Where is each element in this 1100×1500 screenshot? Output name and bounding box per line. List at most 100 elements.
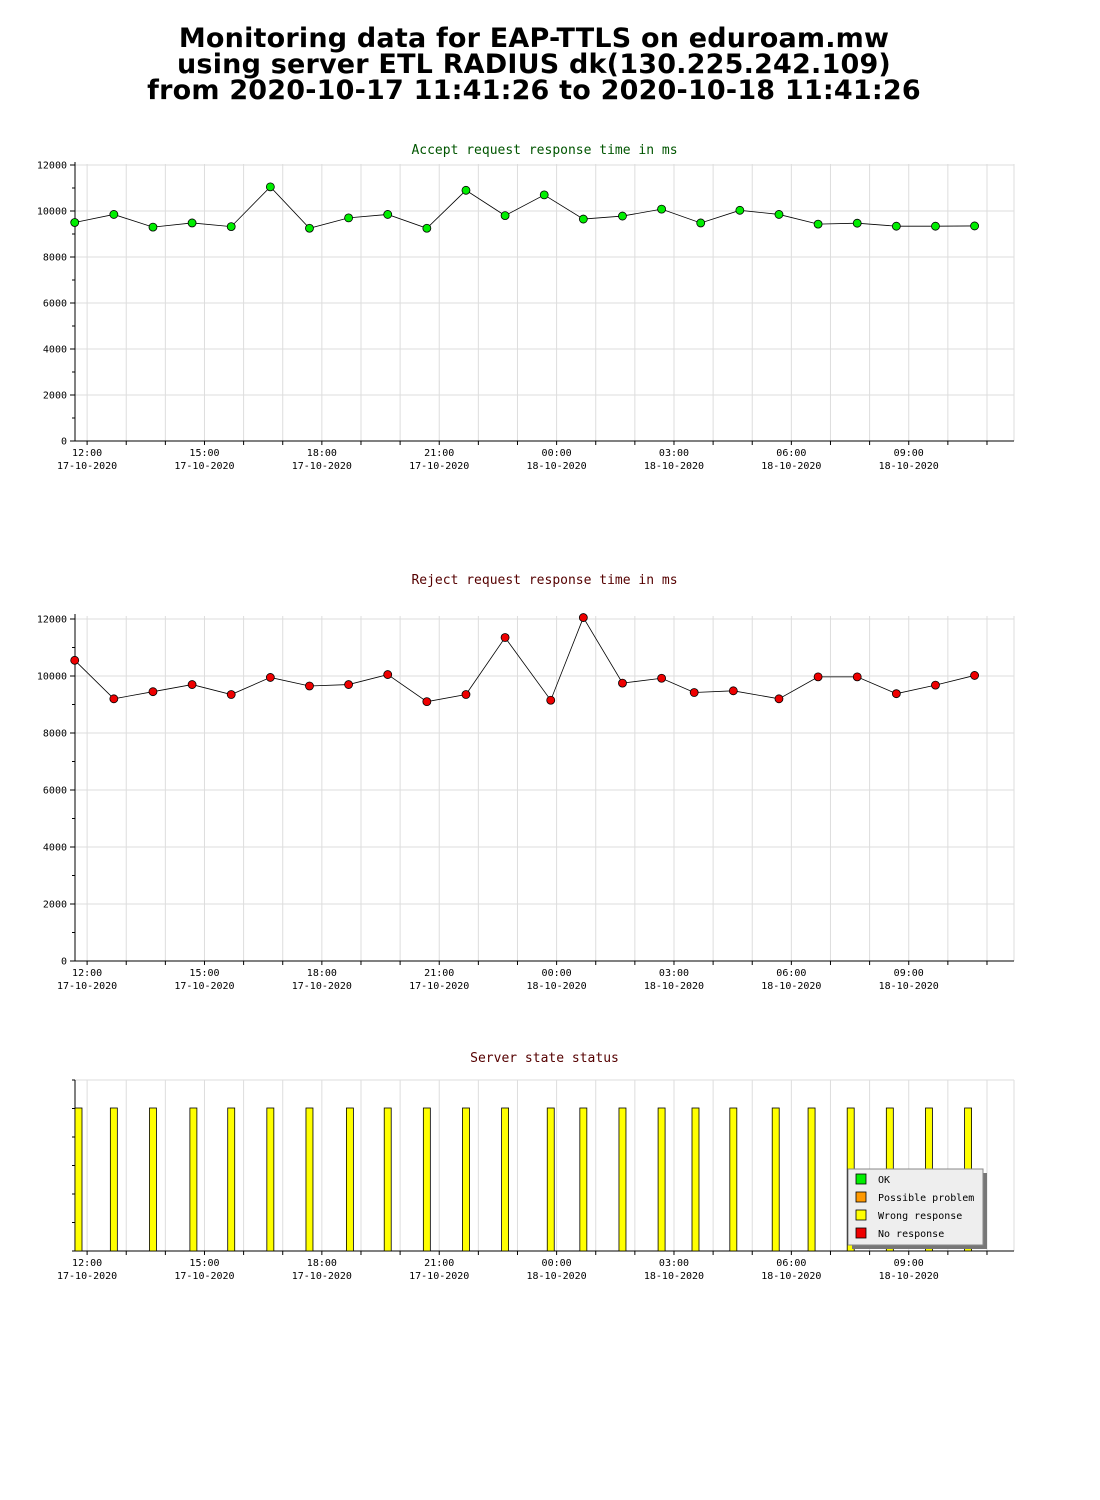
data-point — [546, 695, 556, 705]
legend-swatch — [855, 1191, 867, 1203]
x-tick-label-time: 00:00 — [542, 1258, 572, 1269]
x-tick-label-time: 03:00 — [659, 448, 689, 459]
data-point — [500, 633, 510, 642]
y-tick-label: 2000 — [43, 900, 67, 911]
x-tick-label-time: 03:00 — [659, 1258, 689, 1269]
x-tick-label-date: 17-10-2020 — [174, 461, 234, 472]
x-tick-label-time: 18:00 — [307, 1258, 337, 1269]
data-point — [461, 690, 471, 699]
status-bar — [227, 1107, 236, 1252]
status-bar — [109, 1107, 118, 1252]
x-tick-label-date: 18-10-2020 — [879, 1271, 939, 1282]
data-point — [774, 694, 784, 704]
status-bar — [807, 1107, 816, 1252]
status-bar — [422, 1107, 431, 1252]
x-tick-label-time: 21:00 — [424, 1258, 454, 1269]
status-bar — [189, 1107, 198, 1252]
accept-response-time-chart: Accept request response time in ms 0 2000 4… — [37, 143, 1015, 472]
x-tick-label-date: 18-10-2020 — [761, 1271, 821, 1282]
status-bar — [546, 1107, 555, 1252]
data-point — [618, 211, 627, 221]
chart-title: Reject request response time in ms — [411, 573, 677, 588]
y-tick-label: 4000 — [43, 843, 67, 854]
page-title-line-2: using server ETL RADIUS dk(130.225.242.1… — [177, 49, 891, 80]
data-point — [500, 211, 510, 220]
x-tick-label-time: 21:00 — [424, 968, 454, 979]
legend-swatch — [855, 1227, 867, 1239]
x-tick-label-date: 17-10-2020 — [292, 461, 352, 472]
data-point — [109, 210, 119, 219]
y-tick-label: 10000 — [37, 672, 67, 683]
series-line — [74, 616, 975, 703]
y-tick-label: 12000 — [37, 161, 67, 172]
data-point — [461, 185, 471, 195]
x-tick-label-time: 00:00 — [542, 448, 572, 459]
x-tick-label-time: 18:00 — [307, 968, 337, 979]
data-point — [891, 689, 901, 699]
series-line — [74, 186, 975, 229]
data-point — [305, 223, 314, 233]
legend-label: No response — [878, 1229, 944, 1240]
x-tick-label-date: 17-10-2020 — [292, 1271, 352, 1282]
x-tick-label-date: 18-10-2020 — [526, 461, 586, 472]
legend-label: Wrong response — [878, 1211, 962, 1222]
data-point — [70, 655, 80, 665]
x-tick-label-time: 06:00 — [776, 968, 806, 979]
status-bar — [691, 1107, 700, 1252]
status-bar — [771, 1107, 780, 1252]
data-point — [226, 690, 236, 699]
data-point — [187, 680, 197, 689]
data-point — [970, 221, 979, 231]
x-tick-label-time: 15:00 — [189, 968, 219, 979]
data-point — [187, 218, 197, 228]
status-bar — [657, 1107, 666, 1252]
data-point — [109, 694, 119, 704]
x-tick-label-time: 12:00 — [72, 448, 102, 459]
status-bar — [74, 1107, 83, 1252]
data-point — [852, 218, 862, 228]
y-tick-label: 0 — [61, 437, 67, 448]
x-tick-label-date: 18-10-2020 — [644, 981, 704, 992]
chart-title: Accept request response time in ms — [411, 143, 677, 158]
data-point — [422, 223, 432, 233]
reject-response-time-chart: Reject request response time in ms 0 2000 4… — [37, 573, 1015, 992]
x-tick-label-time: 21:00 — [424, 448, 454, 459]
y-tick-label: 8000 — [43, 253, 67, 264]
status-bar — [383, 1107, 392, 1252]
status-bar — [618, 1107, 627, 1252]
data-point — [305, 681, 314, 691]
data-point — [578, 214, 588, 224]
legend-label: OK — [878, 1175, 890, 1186]
data-point — [931, 221, 940, 231]
data-point — [728, 686, 738, 696]
x-tick-label-date: 18-10-2020 — [526, 981, 586, 992]
x-tick-label-date: 17-10-2020 — [57, 461, 117, 472]
x-tick-label-time: 15:00 — [189, 1258, 219, 1269]
x-tick-label-date: 17-10-2020 — [174, 981, 234, 992]
data-point — [689, 688, 699, 697]
x-tick-label-date: 17-10-2020 — [57, 981, 117, 992]
data-point — [931, 680, 940, 690]
data-point — [383, 670, 393, 679]
status-bar — [345, 1107, 354, 1252]
x-tick-label-time: 15:00 — [189, 448, 219, 459]
data-point — [265, 673, 275, 682]
status-bar — [729, 1107, 738, 1252]
data-point — [813, 672, 823, 682]
x-tick-label-date: 17-10-2020 — [409, 1271, 469, 1282]
page-title-line-3: from 2020-10-17 11:41:26 to 2020-10-18 1… — [147, 75, 921, 106]
y-tick-label: 8000 — [43, 729, 67, 740]
y-tick-label: 12000 — [37, 615, 67, 626]
status-bar — [305, 1107, 314, 1252]
data-point — [344, 213, 353, 223]
data-point — [657, 204, 666, 214]
y-tick-label: 6000 — [43, 299, 67, 310]
x-tick-label-time: 06:00 — [776, 448, 806, 459]
data-point — [891, 221, 901, 231]
x-tick-label-date: 18-10-2020 — [879, 461, 939, 472]
x-tick-label-date: 18-10-2020 — [761, 981, 821, 992]
y-tick-label: 10000 — [37, 207, 67, 218]
x-tick-label-time: 06:00 — [776, 1258, 806, 1269]
data-point — [578, 613, 588, 622]
x-tick-label-time: 09:00 — [894, 1258, 924, 1269]
